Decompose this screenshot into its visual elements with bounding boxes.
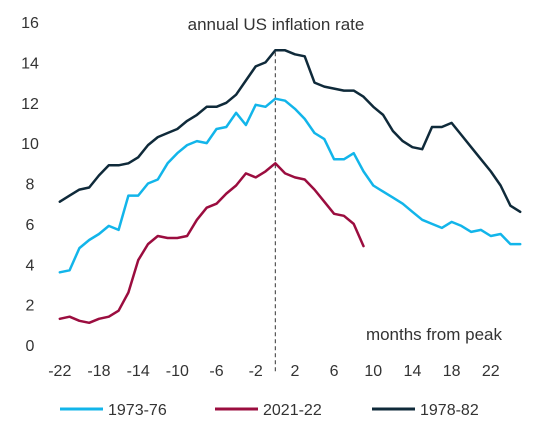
y-axis-ticks: 0 2 4 6 8 10 12 14 16 bbox=[21, 15, 39, 355]
x-tick-label: -6 bbox=[209, 363, 223, 380]
x-tick-label: 14 bbox=[404, 363, 422, 380]
y-tick-label: 0 bbox=[26, 338, 35, 355]
y-tick-label: 10 bbox=[21, 136, 39, 153]
x-tick-label: 10 bbox=[364, 363, 382, 380]
y-tick-label: 6 bbox=[26, 217, 35, 234]
series-line-1973-76 bbox=[58, 97, 522, 274]
y-tick-label: 8 bbox=[26, 177, 35, 194]
y-tick-label: 14 bbox=[21, 55, 39, 72]
series-lines bbox=[58, 49, 522, 325]
x-tick-label: -10 bbox=[166, 363, 189, 380]
x-tick-label: 22 bbox=[482, 363, 500, 380]
legend-label: 1978-82 bbox=[420, 402, 479, 419]
legend-label: 2021-22 bbox=[263, 402, 322, 419]
x-tick-label: -14 bbox=[127, 363, 150, 380]
y-tick-label: 12 bbox=[21, 96, 39, 113]
x-axis-note: months from peak bbox=[366, 325, 503, 344]
x-tick-label: 2 bbox=[290, 363, 299, 380]
series-line-1978-82 bbox=[58, 49, 522, 214]
legend: 1973-76 2021-22 1978-82 bbox=[60, 402, 479, 419]
y-tick-label: 4 bbox=[26, 257, 35, 274]
x-tick-label: 6 bbox=[330, 363, 339, 380]
x-tick-label: -2 bbox=[249, 363, 263, 380]
x-axis-ticks: -22 -18 -14 -10 -6 -2 2 6 10 14 18 22 bbox=[48, 363, 500, 380]
y-tick-label: 2 bbox=[26, 298, 35, 315]
y-tick-label: 16 bbox=[21, 15, 39, 32]
chart-title: annual US inflation rate bbox=[188, 15, 365, 34]
x-tick-label: 18 bbox=[443, 363, 461, 380]
legend-label: 1973-76 bbox=[108, 402, 167, 419]
x-tick-label: -22 bbox=[48, 363, 71, 380]
series-line-2021-22 bbox=[58, 162, 365, 325]
x-tick-label: -18 bbox=[87, 363, 110, 380]
